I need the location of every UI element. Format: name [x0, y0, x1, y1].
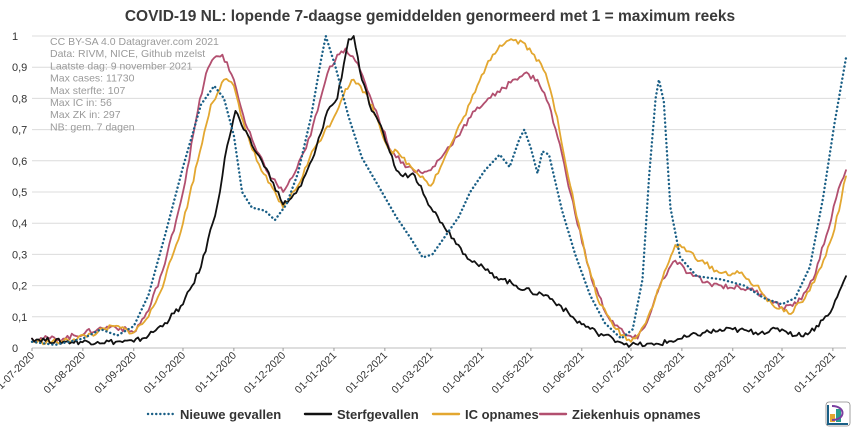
series-line-nieuwe-gevallen: [30, 34, 848, 347]
x-tick-label: 01-10-2021: [741, 350, 788, 397]
y-tick-label: 0: [12, 343, 18, 355]
series-lines: [30, 34, 848, 348]
x-tick-label: 01-01-2021: [293, 350, 340, 397]
y-tick-label: 0,2: [12, 281, 27, 293]
source-note-line: Max sterfte: 107: [50, 85, 125, 97]
source-note-line: Laatste dag: 9 november 2021: [50, 60, 193, 72]
y-tick-label: 0,6: [12, 156, 27, 168]
source-note-line: Max cases: 11730: [50, 73, 135, 85]
series-line-ic-opnames: [31, 38, 847, 346]
x-tick-label: 01-10-2020: [142, 350, 189, 397]
source-note-line: Max ZK in: 297: [50, 109, 121, 121]
legend-label: Nieuwe gevallen: [180, 407, 281, 422]
y-tick-label: 0,7: [12, 125, 27, 137]
x-tick-label: 01-03-2021: [389, 350, 436, 397]
x-tick-label: 01-04-2021: [440, 350, 487, 397]
y-tick-label: 0,5: [12, 187, 27, 199]
y-axis-ticks: 0 0,1 0,2 0,3 0,4 0,5 0,6 0,7 0,8 0,9 1: [12, 31, 27, 355]
x-tick-label: 01-07-2020: [0, 350, 37, 397]
series-line-sterfgevallen: [31, 35, 847, 348]
y-tick-label: 0,1: [12, 312, 27, 324]
source-note-line: CC BY-SA 4.0 Datagraver.com 2021: [50, 36, 219, 48]
y-tick-label: 0,3: [12, 249, 27, 261]
grid-lines: [32, 35, 846, 349]
source-note-line: NB: gem. 7 dagen: [50, 121, 135, 133]
y-tick-label: 0,9: [12, 62, 27, 74]
x-tick-label: 01-08-2021: [641, 350, 688, 397]
x-tick-label: 01-08-2020: [42, 350, 89, 397]
x-tick-label: 01-09-2020: [92, 350, 139, 397]
chart-title: COVID-19 NL: lopende 7-daagse gemiddelde…: [125, 8, 735, 25]
y-tick-label: 0,4: [12, 218, 27, 230]
x-tick-label: 01-07-2021: [590, 350, 637, 397]
x-axis-ticks: 01-07-2020 01-08-2020 01-09-2020 01-10-2020…: [0, 348, 838, 396]
legend-label: Sterfgevallen: [337, 407, 419, 422]
series-line-ziekenhuis-opnames: [31, 47, 847, 343]
x-tick-label: 01-11-2020: [193, 350, 239, 396]
source-note-line: Max IC in: 56: [50, 97, 112, 109]
x-tick-label: 01-11-2021: [792, 350, 838, 396]
legend-label: IC opnames: [465, 407, 539, 422]
datagraver-logo: [825, 401, 851, 427]
x-tick-label: 01-12-2020: [242, 350, 289, 397]
y-tick-label: 1: [12, 31, 18, 43]
x-tick-label: 01-05-2021: [490, 350, 537, 397]
y-tick-label: 0,8: [12, 93, 27, 105]
legend-label: Ziekenhuis opnames: [572, 407, 701, 422]
x-tick-label: 01-09-2021: [691, 350, 738, 397]
source-note-line: Data: RIVM, NICE, Github mzelst: [50, 48, 205, 60]
legend: Nieuwe gevallen Sterfgevallen IC opnames Zi…: [146, 407, 701, 422]
x-tick-label: 01-02-2021: [343, 350, 390, 397]
x-tick-label: 01-06-2021: [540, 350, 587, 397]
